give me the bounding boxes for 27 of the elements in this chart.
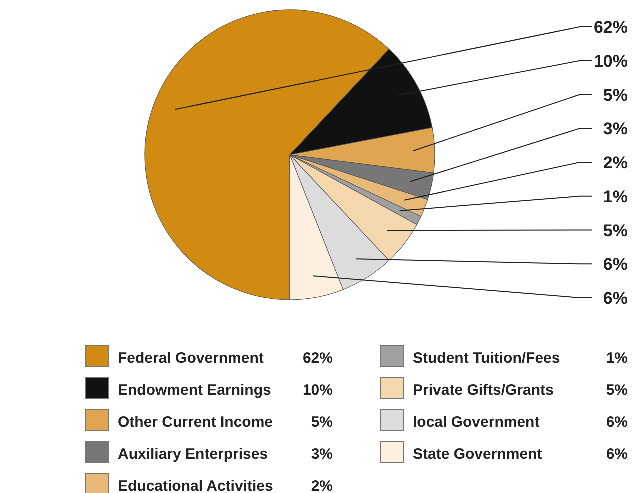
legend-label: Endowment Earnings [118,382,272,399]
text: 1% [606,350,628,367]
text: 6% [606,414,628,431]
data-label: 5% [603,86,628,105]
data-label: 6% [603,289,628,308]
legend-label: Other Current Income [118,414,274,431]
data-label: 2% [603,154,628,172]
text: 62% [302,350,333,367]
data-label: 62% [594,18,628,37]
data-label: 6% [603,255,628,274]
text: 3% [311,446,333,463]
text: 5% [606,382,628,399]
data-label: 10% [594,52,628,71]
legend-label: Federal Government [118,350,264,367]
data-label: 3% [603,120,628,139]
legend-label: Student Tuition/Fees [413,350,560,367]
text: 5% [311,414,333,431]
legend-label: Private Gifts/Grants [413,382,554,399]
text: 10% [302,382,333,399]
data-label: 1% [603,187,628,206]
legend-label: State Government [413,446,542,463]
legend-label: Auxiliary Enterprises [118,446,268,463]
text: 2% [311,478,333,493]
data-label: 5% [603,221,628,240]
legend-label: Educational Activities [118,478,274,493]
text: 6% [606,446,628,463]
legend-label: local Government [413,414,540,431]
